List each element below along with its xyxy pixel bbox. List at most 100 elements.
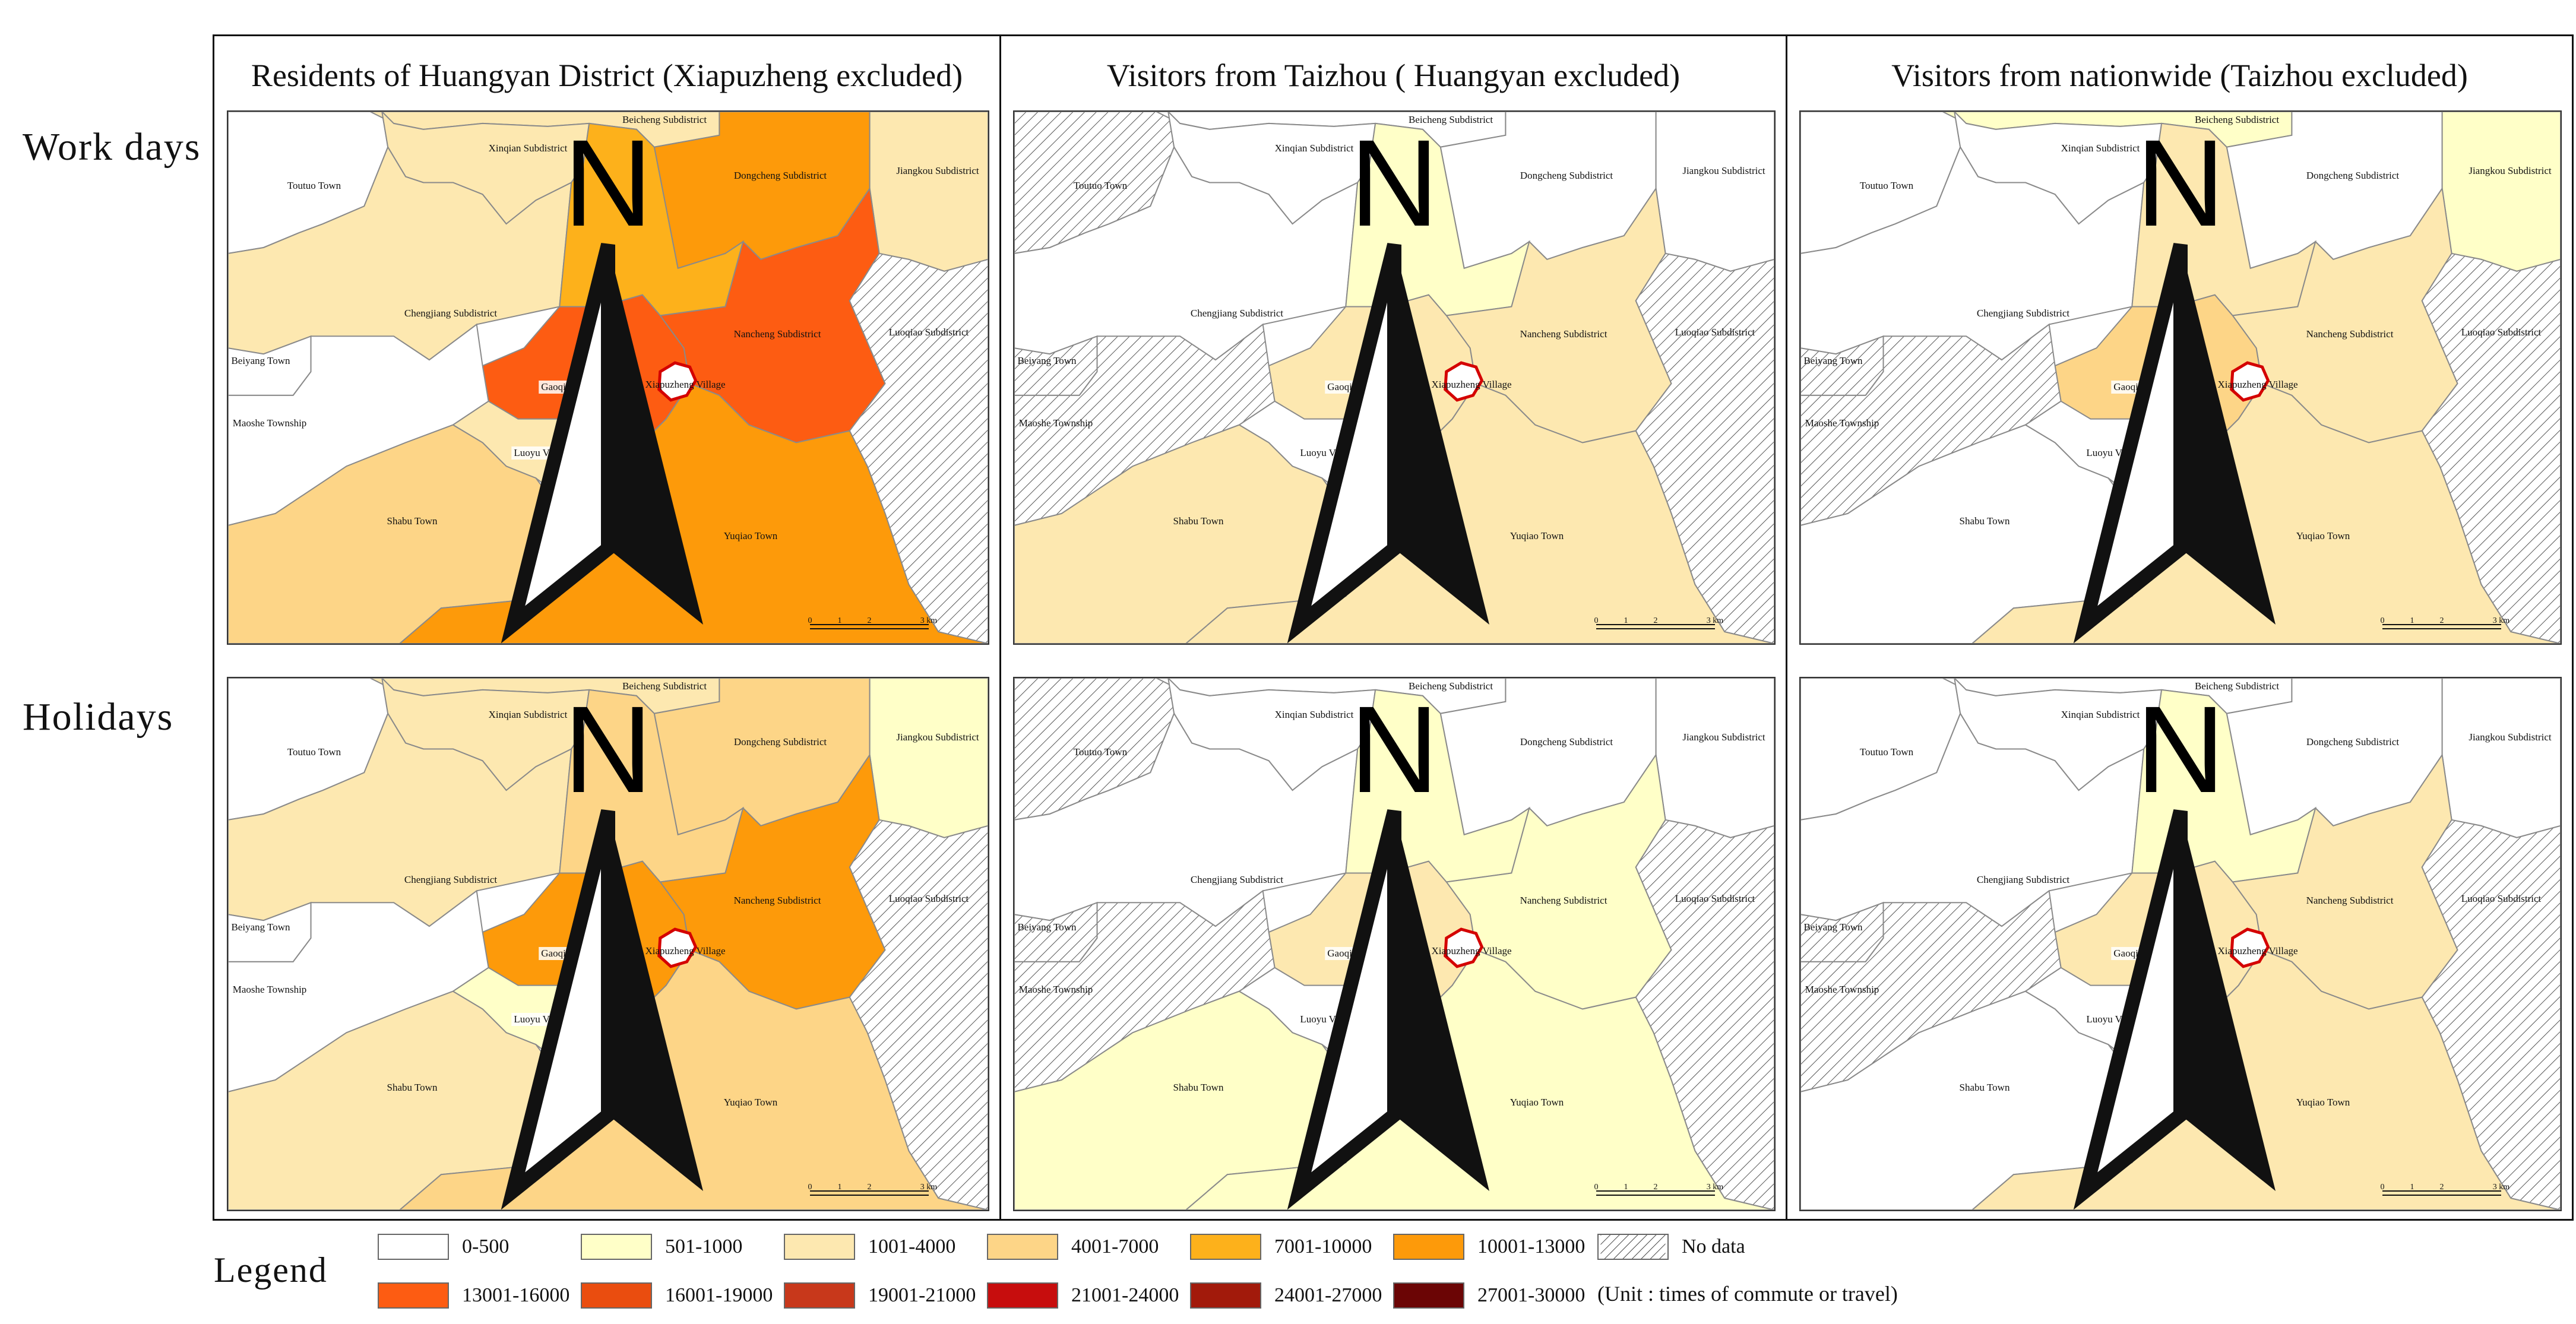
legend-unit: (Unit : times of commute or travel) [1597, 1282, 1898, 1306]
place-label: Luoqiao Subdistrict [888, 893, 969, 904]
legend-item: 501-1000 [581, 1234, 742, 1260]
scale-tick-label: 2 [2439, 1183, 2444, 1192]
place-label: Luoqiao Subdistrict [888, 327, 969, 338]
legend-label: 10001-13000 [1477, 1236, 1586, 1258]
scale-bar: 0 1 2 3 km [1594, 1178, 1739, 1199]
scale-bar-line [1596, 624, 1715, 629]
place-label: Luoqiao Subdistrict [2461, 327, 2542, 338]
north-arrow-icon: N [1287, 115, 1489, 644]
legend-item: 0-500 [378, 1234, 509, 1260]
scale-tick-label: 0 [1594, 616, 1599, 625]
scale-bar-line [1596, 1190, 1715, 1196]
map-panel: Beicheng Subdistrict Xinqian Subdistrict D… [227, 110, 989, 645]
map-panel: Beicheng Subdistrict Xinqian Subdistrict D… [1799, 677, 2562, 1211]
place-label: Toutuo Town [287, 180, 341, 191]
legend-swatch [1190, 1234, 1261, 1260]
region-xiapuzheng-village [1444, 361, 1484, 402]
place-label: Maoshe Township [232, 984, 307, 995]
panel-frame-nationwide [1786, 34, 2574, 1221]
place-label: Shabu Town [1173, 1082, 1224, 1093]
legend-label: 7001-10000 [1274, 1236, 1372, 1258]
place-label: Maoshe Township [1805, 417, 1879, 429]
scale-tick-label: 0 [808, 616, 812, 625]
place-label: Toutuo Town [1073, 746, 1128, 758]
place-label: Beiyang Town [1803, 921, 1863, 933]
place-label: Nancheng Subdistrict [2306, 895, 2394, 906]
place-label: Chengjiang Subdistrict [1190, 874, 1284, 885]
legend-item: 19001-21000 [784, 1282, 976, 1309]
place-label: Dongcheng Subdistrict [733, 736, 827, 747]
scale-tick-label: 2 [2439, 616, 2444, 625]
legend-label: 4001-7000 [1071, 1236, 1159, 1258]
legend-swatch [1190, 1282, 1261, 1309]
scale-tick-label: 2 [867, 616, 872, 625]
column-title-residents: Residents of Huangyan District (Xiapuzhe… [251, 58, 963, 93]
column-title-nationwide: Visitors from nationwide (Taizhou exclud… [1891, 58, 2468, 93]
scale-tick-label: 3 km [920, 1183, 938, 1192]
place-label: Xinqian Subdistrict [488, 709, 568, 720]
place-label: Xiapuzheng Village [645, 945, 726, 956]
legend-swatch [784, 1234, 855, 1260]
map-svg [1800, 678, 2561, 1210]
scale-bar: 0 1 2 3 km [808, 612, 952, 633]
place-label: Beicheng Subdistrict [622, 114, 707, 125]
place-label: Chengjiang Subdistrict [1190, 308, 1284, 319]
scale-tick-label: 0 [2380, 616, 2385, 625]
place-label: Chengjiang Subdistrict [1976, 308, 2070, 319]
place-label: Xiapuzheng Village [1431, 379, 1512, 390]
place-label: Beiyang Town [231, 921, 290, 933]
place-label: Shabu Town [1959, 1082, 2010, 1093]
region-xiapuzheng-village [657, 361, 698, 402]
scale-bar: 0 1 2 3 km [2380, 612, 2525, 633]
legend-label: 24001-27000 [1274, 1284, 1382, 1306]
scale-tick-label: 3 km [1706, 616, 1724, 625]
north-label: N [1350, 115, 1439, 252]
place-label: Maoshe Township [1018, 417, 1093, 429]
legend-item: 21001-24000 [987, 1282, 1179, 1309]
region-xiapuzheng-village [1444, 927, 1484, 968]
place-label: Toutuo Town [287, 746, 341, 758]
place-label: Beicheng Subdistrict [1408, 114, 1493, 125]
scale-tick-label: 2 [1653, 616, 1658, 625]
place-label: Yuqiao Town [2296, 1097, 2350, 1108]
legend-swatch [987, 1234, 1058, 1260]
legend-swatch [378, 1282, 449, 1309]
place-label: Beicheng Subdistrict [622, 680, 707, 692]
row-label-holidays: Holidays [23, 695, 174, 739]
place-label: Nancheng Subdistrict [2306, 328, 2394, 340]
nodata-swatch [1597, 1234, 1669, 1260]
place-label: Shabu Town [1173, 515, 1224, 527]
scale-tick-label: 3 km [2492, 616, 2510, 625]
scale-tick-label: 1 [837, 616, 842, 625]
north-arrow-icon: N [2073, 681, 2276, 1210]
legend-swatch [581, 1234, 652, 1260]
place-label: Xinqian Subdistrict [1274, 709, 1354, 720]
legend-label: 501-1000 [665, 1236, 743, 1258]
place-label: Jiangkou Subdistrict [896, 731, 979, 743]
legend-label: 21001-24000 [1071, 1284, 1179, 1306]
scale-tick-label: 2 [1653, 1183, 1658, 1192]
place-label: Dongcheng Subdistrict [1520, 736, 1613, 747]
scale-bar: 0 1 2 3 km [808, 1178, 952, 1199]
legend-item: 16001-19000 [581, 1282, 773, 1309]
place-label: Beiyang Town [1017, 921, 1077, 933]
place-label: Shabu Town [387, 515, 438, 527]
place-label: Yuqiao Town [1509, 530, 1564, 541]
place-label: Yuqiao Town [723, 530, 778, 541]
place-label: Yuqiao Town [1509, 1097, 1564, 1108]
place-label: Nancheng Subdistrict [733, 328, 821, 340]
north-arrow-icon: N [501, 115, 703, 644]
north-label: N [2136, 115, 2225, 252]
place-label: Xinqian Subdistrict [2061, 142, 2140, 154]
legend-swatch [378, 1234, 449, 1260]
map-panel: Beicheng Subdistrict Xinqian Subdistrict D… [227, 677, 989, 1211]
place-label: Xinqian Subdistrict [1274, 142, 1354, 154]
place-label: Xiapuzheng Village [2217, 379, 2298, 390]
scale-tick-label: 1 [1624, 1183, 1628, 1192]
place-label: Nancheng Subdistrict [1520, 328, 1607, 340]
legend-nodata: No data [1597, 1234, 1745, 1260]
place-label: Dongcheng Subdistrict [1520, 170, 1613, 181]
legend-swatch [1393, 1282, 1464, 1309]
scale-bar-line [810, 624, 929, 629]
place-label: Chengjiang Subdistrict [404, 308, 498, 319]
